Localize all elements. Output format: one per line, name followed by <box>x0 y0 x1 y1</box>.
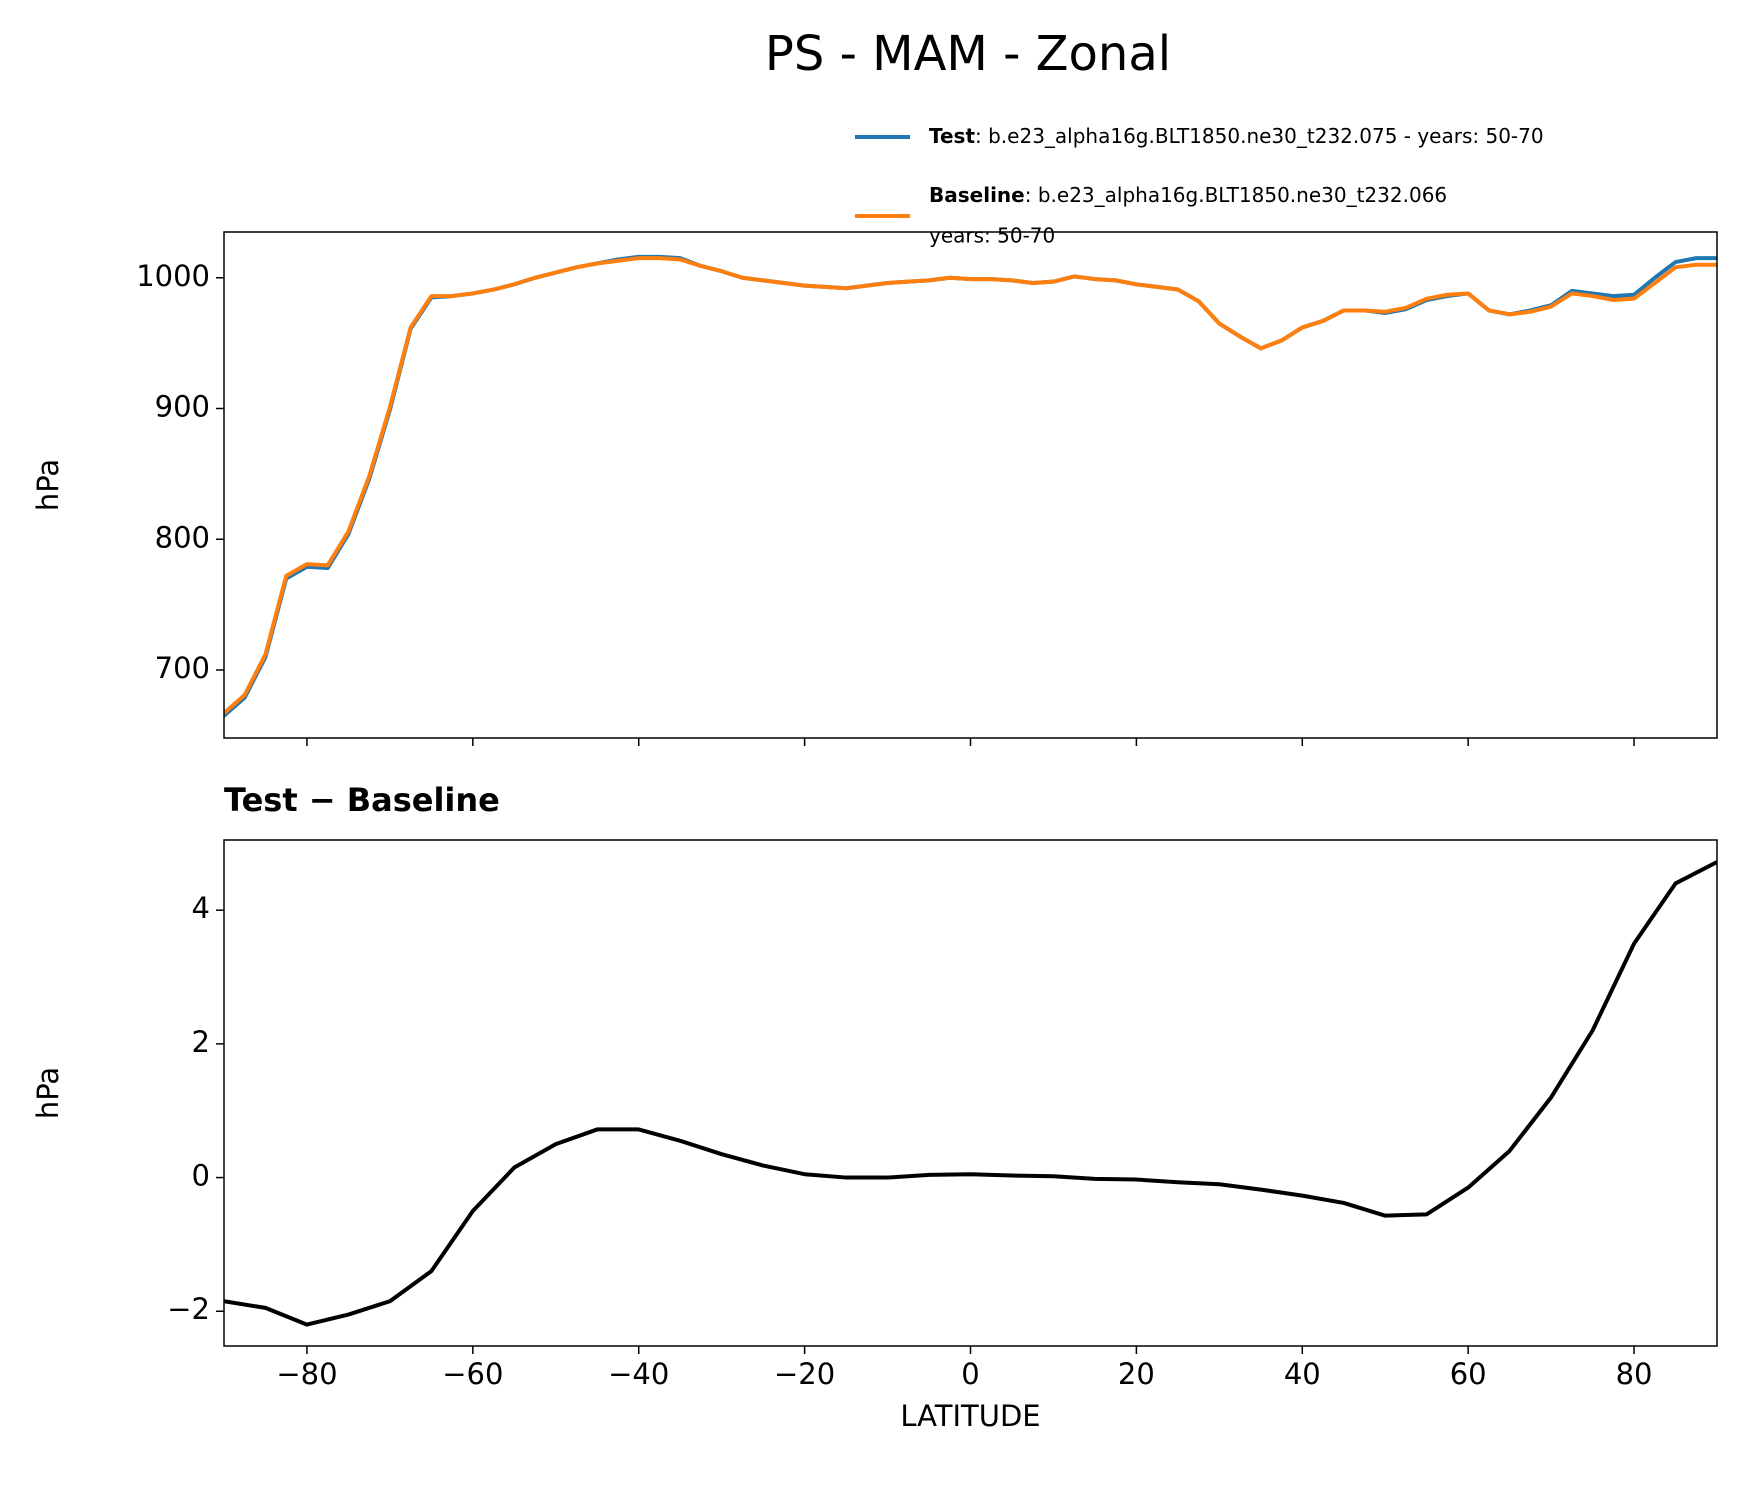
data-line <box>224 256 1717 715</box>
legend-detail: : b.e23_alpha16g.BLT1850.ne30_t232.066 <box>1025 183 1447 207</box>
y-tick-label: 4 <box>192 891 210 925</box>
x-tick-label: 80 <box>1616 1357 1653 1391</box>
x-tick-label: 40 <box>1284 1357 1321 1391</box>
legend-name: Test <box>929 124 975 148</box>
legend-detail: years: 50-70 <box>929 224 1055 248</box>
y-tick-label: 700 <box>155 651 210 685</box>
legend-detail: : b.e23_alpha16g.BLT1850.ne30_t232.075 -… <box>975 124 1544 148</box>
x-tick-label: −60 <box>442 1357 503 1391</box>
y-tick-label: −2 <box>167 1292 210 1326</box>
y-tick-label: 900 <box>155 390 210 424</box>
data-line <box>224 860 1717 1327</box>
y-axis-label: hPa <box>31 1067 65 1119</box>
x-tick-label: −20 <box>774 1357 835 1391</box>
x-axis-label: LATITUDE <box>900 1399 1040 1433</box>
axes-frame <box>223 839 1718 1347</box>
x-tick-label: −80 <box>276 1357 337 1391</box>
panel-title: Test − Baseline <box>224 781 500 819</box>
legend-name: Baseline <box>929 183 1025 207</box>
legend-label: Test: b.e23_alpha16g.BLT1850.ne30_t232.0… <box>929 124 1544 148</box>
x-tick-label: 20 <box>1118 1357 1155 1391</box>
figure-title: PS - MAM - Zonal <box>765 26 1171 82</box>
x-tick-label: −40 <box>608 1357 669 1391</box>
y-tick-label: 2 <box>192 1025 210 1059</box>
y-tick-label: 1000 <box>136 259 210 293</box>
y-axis-label: hPa <box>31 459 65 511</box>
x-tick-label: 60 <box>1450 1357 1487 1391</box>
y-tick-label: 0 <box>192 1159 210 1193</box>
x-tick-label: 0 <box>961 1357 979 1391</box>
y-tick-label: 800 <box>155 520 210 554</box>
axes-frame <box>223 231 1718 739</box>
legend-label: Baseline: b.e23_alpha16g.BLT1850.ne30_t2… <box>929 183 1447 207</box>
